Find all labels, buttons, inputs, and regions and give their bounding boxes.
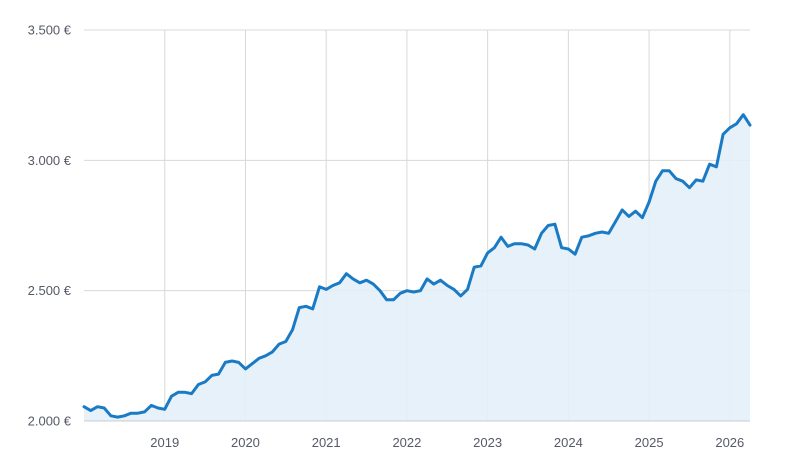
- x-axis-labels: 2019 2020 2021 2022 2023 2024 2025 2026: [150, 435, 744, 450]
- x-tick-label: 2021: [312, 435, 341, 450]
- x-tick-label: 2026: [715, 435, 744, 450]
- series-line: [82, 113, 752, 419]
- x-tick-label: 2023: [473, 435, 502, 450]
- y-tick-label: 3.500 €: [28, 23, 72, 38]
- x-tick-label: 2024: [554, 435, 583, 450]
- x-tick-label: 2019: [150, 435, 179, 450]
- y-tick-label: 2.500 €: [28, 283, 72, 298]
- x-tick-label: 2020: [231, 435, 260, 450]
- x-tick-label: 2025: [635, 435, 664, 450]
- series-area: [84, 114, 750, 421]
- y-tick-label: 3.000 €: [28, 153, 72, 168]
- y-axis-labels: 2.000 € 2.500 € 3.000 € 3.500 €: [28, 23, 72, 429]
- y-tick-label: 2.000 €: [28, 414, 72, 429]
- x-tick-label: 2022: [392, 435, 421, 450]
